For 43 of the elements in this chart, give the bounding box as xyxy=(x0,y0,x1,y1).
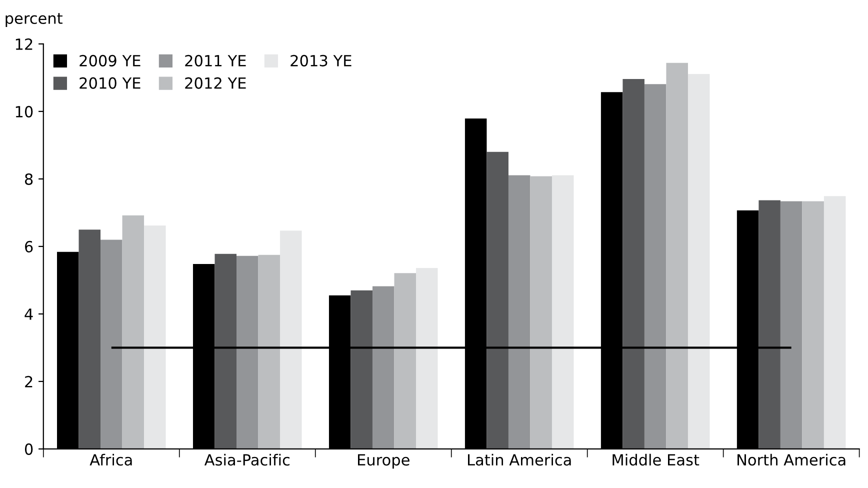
y-tick-label: 6 xyxy=(25,240,33,252)
bar xyxy=(416,268,438,449)
y-tick-label: 4 xyxy=(24,308,33,320)
bar xyxy=(258,254,280,449)
bar xyxy=(802,201,824,449)
x-tick-label: North America xyxy=(738,454,846,466)
legend-label: 2011 YE xyxy=(185,54,246,66)
x-tick-label: Asia-Pacific xyxy=(204,454,290,466)
legend-label: 2012 YE xyxy=(185,77,246,89)
legend-label: 2013 YE xyxy=(290,54,352,66)
y-tick-label: 2 xyxy=(25,376,32,388)
bar xyxy=(508,175,530,449)
bar xyxy=(350,290,372,449)
bar xyxy=(644,84,666,449)
bar xyxy=(486,152,508,449)
legend-label: 2010 YE xyxy=(80,77,140,89)
bar xyxy=(214,254,236,449)
bar xyxy=(824,196,846,449)
bar xyxy=(78,230,101,449)
y-tick-label: 0 xyxy=(24,443,33,455)
y-tick-label: 12 xyxy=(16,38,32,50)
bar xyxy=(666,62,688,449)
legend-label: 2009 YE xyxy=(80,54,140,66)
bar xyxy=(622,79,644,449)
x-tick-label: Middle East xyxy=(612,454,700,466)
x-tick-label: Europe xyxy=(358,454,410,469)
bar xyxy=(780,201,802,449)
bar xyxy=(236,256,258,449)
bar xyxy=(372,286,394,449)
x-tick-label: Latin America xyxy=(468,454,571,466)
y-axis-title: percent xyxy=(6,13,62,27)
bar xyxy=(394,273,416,449)
bar xyxy=(552,175,574,449)
bar xyxy=(758,200,780,449)
x-tick-label: Africa xyxy=(90,454,132,466)
y-tick-label: 10 xyxy=(16,106,33,118)
y-tick-label: 8 xyxy=(24,173,33,185)
bar xyxy=(688,74,710,449)
bar xyxy=(144,226,166,449)
bar xyxy=(280,230,302,449)
bar xyxy=(122,215,144,449)
bar xyxy=(100,240,122,449)
bar xyxy=(530,176,552,449)
